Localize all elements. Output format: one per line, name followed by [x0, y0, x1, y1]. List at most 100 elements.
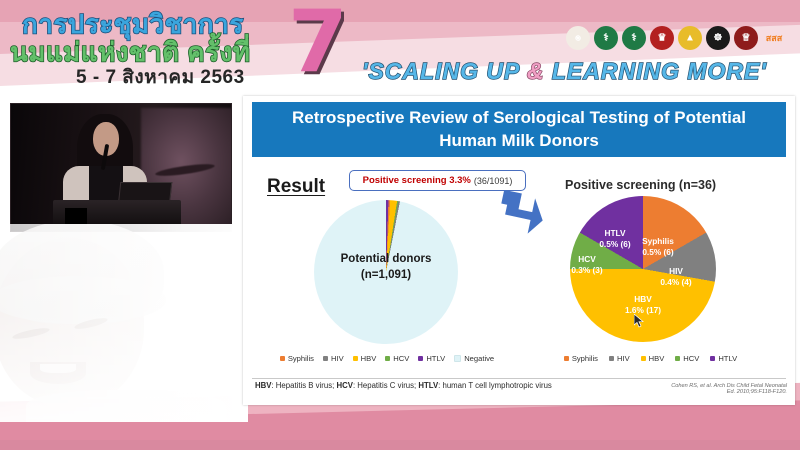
logo-mark: สสส	[765, 33, 783, 43]
legend-swatch	[710, 356, 716, 361]
legend-label: Syphilis	[571, 354, 598, 363]
photo-fade-overlay-vertical	[0, 224, 248, 422]
conference-header: การประชุมวิชาการ นมแม่แห่งชาติ ครั้งที่ …	[0, 0, 800, 95]
legend-label: Negative	[464, 354, 495, 363]
legend-item-hcv: HCV	[675, 354, 699, 363]
slice-label-hiv: HIV 0.4% (4)	[654, 266, 698, 288]
slide-canvas: Retrospective Review of Serological Test…	[243, 96, 795, 405]
legend-item-hiv: HIV	[608, 354, 630, 363]
legend-label: HTLV	[426, 354, 446, 363]
slice-value: 0.3% (3)	[571, 264, 603, 275]
legend-swatch	[675, 356, 681, 361]
legend-label: HBV	[360, 354, 377, 363]
organizer-logo-strip: ๏ ⚕ ⚕ ♛ ▲ ☸ ♕ สสส	[566, 26, 786, 50]
abbreviation-footnote: HBV: Hepatitis B virus; HCV: Hepatitis C…	[255, 381, 655, 390]
conference-edition-number: 7	[288, 0, 348, 92]
positive-screening-pie-wrap: Syphilis 0.5% (6) HIV 0.4% (4) HBV 1.6% …	[570, 196, 716, 342]
conference-title-thai-line2: นมแม่แห่งชาติ ครั้งที่	[9, 36, 251, 68]
slice-name: HIV	[669, 266, 683, 276]
legend-label: HBV	[648, 354, 665, 363]
legend-swatch	[352, 356, 358, 361]
footnote-abbr: HCV	[336, 381, 353, 390]
logo-mark: ▲	[685, 32, 695, 44]
legend-swatch	[418, 356, 424, 361]
background-baby-photo	[0, 224, 248, 422]
legend-swatch	[385, 356, 391, 361]
legend-item-negative: Negative	[454, 354, 494, 363]
tagline-part2: LEARNING MORE'	[544, 57, 767, 84]
positive-screening-callout: Positive screening 3.3% (36/1091)	[349, 170, 526, 191]
legend-swatch	[640, 356, 646, 361]
conference-tagline: 'SCALING UP & LEARNING MORE'	[361, 57, 767, 85]
pie-label-line2: (n=1,091)	[360, 268, 412, 281]
footer-band-dark	[0, 440, 800, 450]
logo-royal-seal-icon: ๏	[566, 26, 590, 50]
slice-value: 0.4% (4)	[660, 276, 692, 287]
slice-label-syphilis: Syphilis 0.5% (6)	[630, 236, 686, 258]
legend-item-hiv: HIV	[322, 354, 344, 363]
slice-label-hbv: HBV 1.6% (17)	[612, 294, 674, 316]
legend-item-hbv: HBV	[352, 354, 377, 363]
slice-label-hcv: HCV 0.3% (3)	[566, 254, 608, 276]
callout-percentage: Positive screening 3.3%	[362, 175, 471, 186]
slice-name: HTLV	[604, 228, 626, 238]
legend-item-htlv: HTLV	[710, 354, 737, 363]
logo-green-health-1-icon: ⚕	[594, 26, 618, 50]
logo-mark: ⚕	[603, 32, 609, 44]
potential-donors-legend: Syphilis HIV HBV HCV HTLV Negative	[273, 354, 501, 363]
legend-swatch	[608, 356, 614, 361]
speaker-video-panel[interactable]	[10, 103, 232, 232]
footnote-divider	[252, 378, 786, 379]
callout-fraction: (36/1091)	[473, 175, 513, 186]
footnote-meaning: : Hepatitis C virus;	[352, 381, 419, 390]
tagline-ampersand: &	[526, 57, 545, 84]
result-heading: Result	[267, 176, 326, 197]
logo-red-crown-icon: ♛	[650, 26, 674, 50]
slice-name: HBV	[634, 294, 652, 304]
conference-date: 5 - 7 สิงหาคม 2563	[76, 67, 245, 88]
slice-value: 0.5% (6)	[642, 246, 674, 257]
legend-item-hbv: HBV	[640, 354, 665, 363]
logo-black-emblem-icon: ☸	[706, 26, 730, 50]
slide-title: Retrospective Review of Serological Test…	[291, 108, 747, 150]
footnote-meaning: : Hepatitis B virus;	[271, 381, 337, 390]
legend-label: HCV	[683, 354, 700, 363]
slide-title-bar: Retrospective Review of Serological Test…	[252, 102, 786, 157]
logo-mark: ๏	[574, 32, 582, 44]
footnote-abbr: HTLV	[418, 381, 439, 390]
logo-dark-red-crest-icon: ♕	[734, 26, 758, 50]
slice-name: Syphilis	[642, 236, 674, 246]
legend-label: HTLV	[718, 354, 738, 363]
legend-item-hcv: HCV	[385, 354, 409, 363]
podium-panel	[65, 208, 87, 226]
slice-value: 1.6% (17)	[625, 304, 661, 315]
logo-garuda-icon: ▲	[678, 26, 702, 50]
slice-label-htlv: HTLV 0.5% (6)	[592, 228, 638, 250]
positive-screening-pie-title: Positive screening (n=36)	[565, 178, 717, 192]
legend-label: HCV	[393, 354, 410, 363]
legend-item-syphilis: Syphilis	[279, 354, 314, 363]
positive-screening-legend: Syphilis HIV HBV HCV HTLV	[543, 354, 758, 363]
legend-item-htlv: HTLV	[418, 354, 445, 363]
legend-label: HIV	[330, 354, 344, 363]
logo-mark: ☸	[713, 32, 723, 44]
logo-thaihealth-icon: สสส	[762, 26, 786, 50]
legend-label: Syphilis	[287, 354, 314, 363]
legend-swatch	[279, 356, 285, 361]
footnote-meaning: : human T cell lymphotropic virus	[438, 381, 552, 390]
legend-swatch	[454, 355, 462, 362]
mouse-cursor-icon	[634, 314, 644, 328]
logo-mark: ♕	[741, 32, 751, 44]
logo-green-health-2-icon: ⚕	[622, 26, 646, 50]
logo-mark: ⚕	[631, 32, 637, 44]
source-citation: Cohen RS, et al. Arch Dis Child Fetal Ne…	[671, 383, 787, 395]
legend-swatch	[563, 356, 569, 361]
potential-donors-pie	[314, 200, 458, 344]
conference-title-thai-line1: การประชุมวิชาการ	[21, 8, 244, 40]
legend-item-syphilis: Syphilis	[563, 354, 598, 363]
header-band-dark	[0, 0, 800, 22]
positive-screening-pie	[570, 196, 716, 342]
slice-name: HCV	[578, 254, 596, 264]
potential-donors-pie-label: Potential donors (n=1,091)	[314, 252, 458, 283]
